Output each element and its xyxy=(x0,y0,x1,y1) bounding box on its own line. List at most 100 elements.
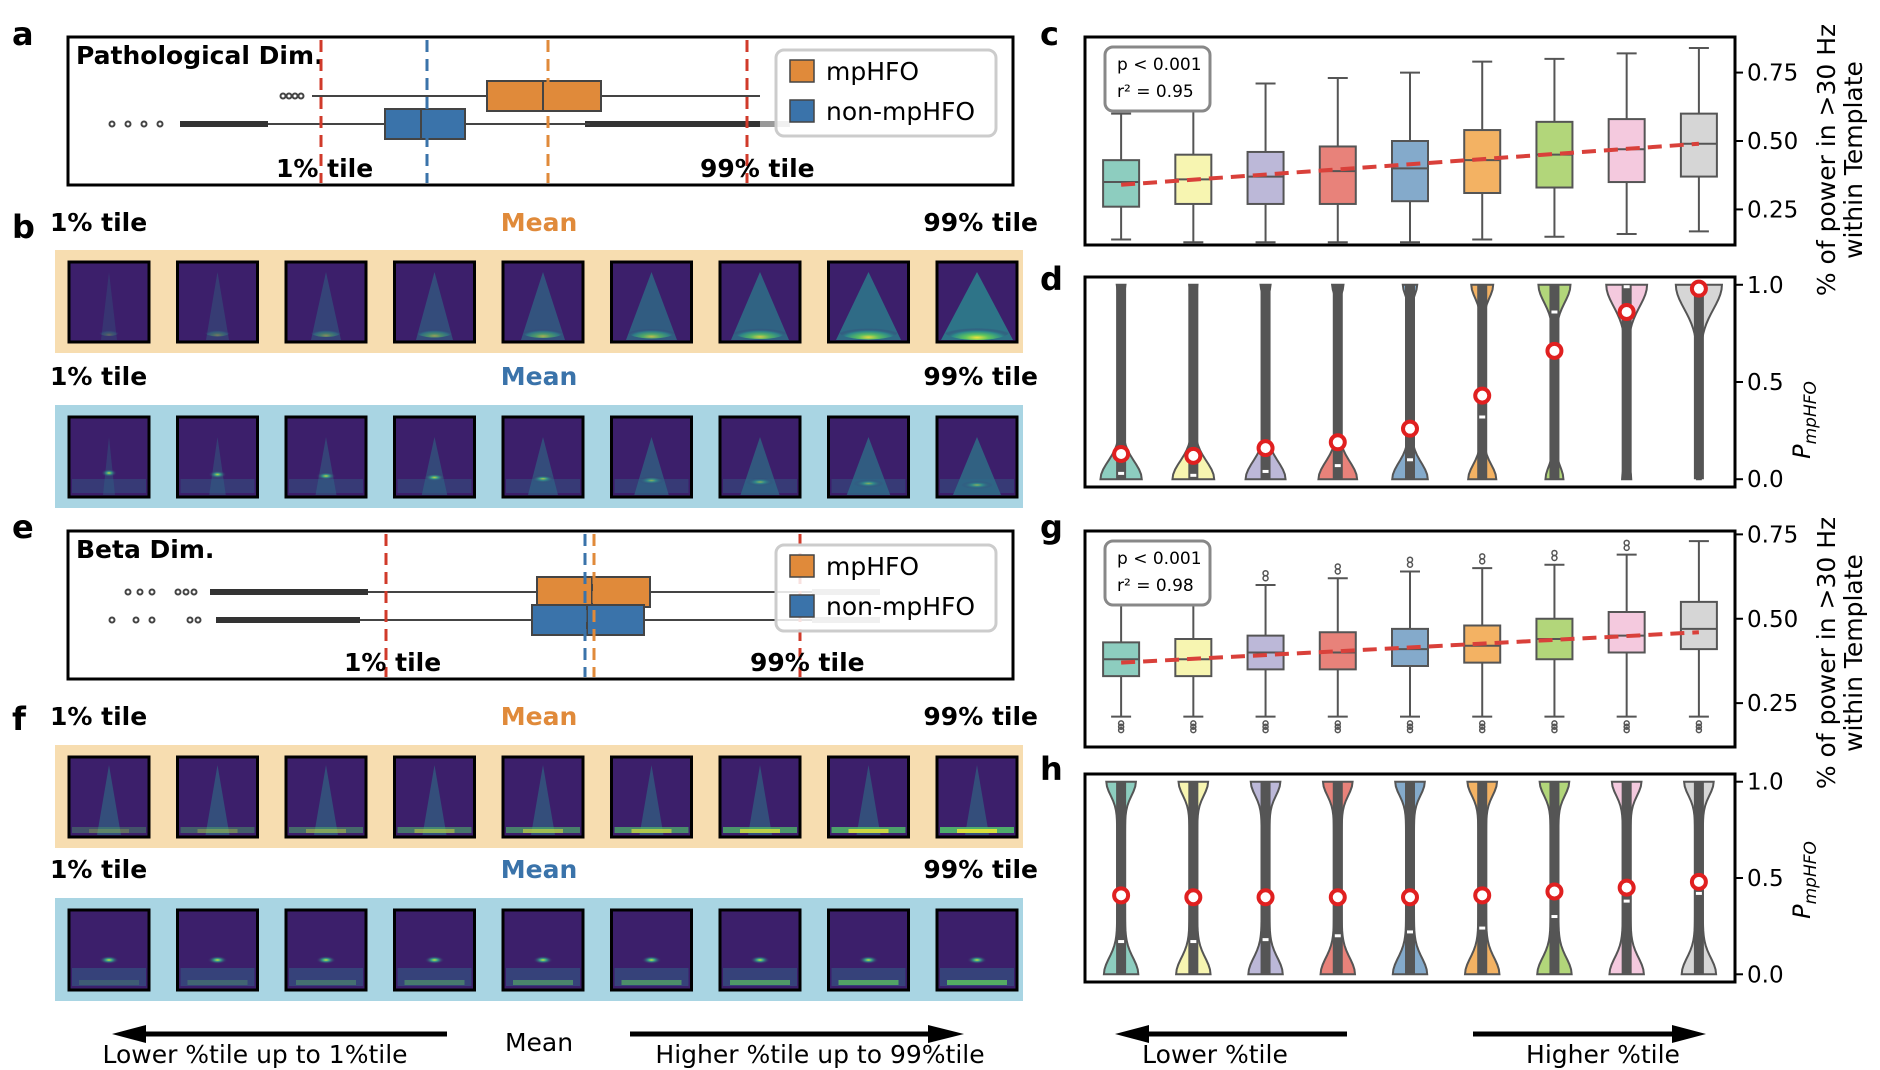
legend-swatch-non-mphfo xyxy=(789,99,815,123)
panel-h-ylabel-sub: mpHFO xyxy=(1801,841,1821,904)
spectrogram-blob xyxy=(961,481,993,489)
spectrogram-band xyxy=(414,829,455,833)
spectrogram-bg xyxy=(501,908,585,992)
bottom-right-higher-label: Higher %tile xyxy=(1526,1040,1680,1069)
spectrogram-cone xyxy=(846,437,891,495)
spectrogram-cone xyxy=(748,765,772,835)
panel-d-violin-4 xyxy=(1317,283,1359,481)
violin-mean-marker xyxy=(1545,882,1564,901)
spectrogram-tile xyxy=(501,908,585,992)
panel-c-stats-box: p < 0.001 r² = 0.95 xyxy=(1103,45,1212,113)
spectrogram-bg xyxy=(718,908,802,992)
spectrogram-blob xyxy=(316,956,336,964)
outlier xyxy=(1623,723,1630,730)
panel-g-ylabel-line1: % of power in >30 Hz xyxy=(1812,517,1841,789)
spectrogram-tile xyxy=(610,908,693,992)
spectrogram-tile xyxy=(176,755,259,839)
panel-label-a: a xyxy=(12,15,34,53)
iqr-box xyxy=(1679,600,1718,651)
legend-swatch-mphfo xyxy=(789,59,815,83)
outlier xyxy=(1117,723,1125,730)
spectrogram-cone xyxy=(941,272,1013,340)
spectrogram-tile xyxy=(718,908,802,992)
spectrogram-band xyxy=(957,829,997,833)
violin-mean-marker xyxy=(1401,888,1419,907)
outlier xyxy=(1695,726,1703,734)
legend-label-non-mphfo: non-mpHFO xyxy=(826,97,975,126)
bottom-left-higher-label: Higher %tile up to 99%tile xyxy=(655,1040,984,1069)
outlier xyxy=(1117,726,1125,734)
bottom-right-lower-label: Lower %tile xyxy=(1142,1040,1288,1069)
spectrogram-blob xyxy=(967,956,987,964)
panel-h-violin-3 xyxy=(1247,780,1284,976)
bottom-right-axis: Lower %tile Higher %tile xyxy=(1115,1025,1706,1069)
violin-mean-marker xyxy=(1184,446,1203,465)
outlier xyxy=(1334,720,1342,727)
outlier xyxy=(1190,720,1197,727)
spectrogram-blob xyxy=(424,956,445,964)
outlier xyxy=(1406,556,1414,563)
iqr-box xyxy=(1318,145,1357,205)
panel-c-box-3 xyxy=(1246,82,1285,244)
spectrogram-band xyxy=(940,479,1014,493)
spectrogram-blob xyxy=(208,470,227,479)
spectrogram-cone xyxy=(836,272,901,340)
outlier xyxy=(1478,726,1486,734)
spectrogram-tile xyxy=(718,755,802,839)
spectrogram-cone xyxy=(206,272,229,340)
violin-mean-marker xyxy=(1112,886,1131,905)
spectrogram-tile xyxy=(718,260,802,344)
panel-h-violin-7 xyxy=(1536,780,1573,976)
spectrogram-cone xyxy=(639,765,664,835)
spectrogram-cone xyxy=(97,765,121,835)
panel-d-ylabel-sub: mpHFO xyxy=(1801,381,1821,444)
panel-d-ylabel-main: P xyxy=(1788,444,1816,459)
spectrogram-band xyxy=(838,980,899,985)
panel-h-ytick-label: 0.5 xyxy=(1747,866,1784,892)
outlier xyxy=(1551,549,1558,557)
spectrogram-tile xyxy=(284,260,368,344)
spectrogram-bg xyxy=(501,415,585,499)
spectrogram-tile xyxy=(67,260,151,344)
panel-c-ylabel-line1: % of power in >30 Hz xyxy=(1812,24,1841,296)
arrow-right-icon xyxy=(1672,1025,1706,1043)
spectrogram-bg xyxy=(610,908,693,992)
strip-b-mphfo xyxy=(55,250,1023,353)
panel-d-violin-3 xyxy=(1244,283,1287,481)
strip-f2-right-label: 99% tile xyxy=(923,855,1038,884)
arrow-left-icon xyxy=(1115,1025,1149,1043)
iqr-box xyxy=(1463,129,1502,194)
outlier xyxy=(1695,723,1703,730)
panel-d-violin-6 xyxy=(1467,283,1498,481)
panel-g-stat-r2: r² = 0.98 xyxy=(1117,576,1194,596)
panel-e-99pct-label: 99% tile xyxy=(750,648,865,677)
panel-label-g: g xyxy=(1040,508,1063,546)
spectrogram-blob xyxy=(641,956,662,964)
strip-b1-right-label: 99% tile xyxy=(923,208,1038,237)
spectrogram-blob xyxy=(853,479,884,488)
panel-g-boxplot: p < 0.001 r² = 0.98 0.25 0.50 0.75 xyxy=(1083,522,1798,749)
panel-d-violin-9 xyxy=(1674,279,1724,481)
panel-g-box-8 xyxy=(1607,539,1646,734)
spectrogram-tile xyxy=(501,755,585,839)
stats-frame xyxy=(1103,539,1212,607)
spectrogram-band xyxy=(289,968,363,986)
strip-b2-center-label: Mean xyxy=(501,362,578,391)
strip-b1-center-label: Mean xyxy=(501,208,578,237)
panel-h-ylabel: PmpHFO xyxy=(1788,841,1821,919)
spectrogram-blob xyxy=(316,472,336,480)
outlier xyxy=(1695,720,1703,727)
panel-d-violin-2 xyxy=(1171,283,1216,481)
iqr-box xyxy=(1246,150,1285,205)
panel-e-1pct-label: 1% tile xyxy=(344,648,441,677)
spectrogram-blob xyxy=(99,956,119,964)
panel-d-ytick-label: 1.0 xyxy=(1747,273,1784,299)
spectrogram-tile xyxy=(827,260,910,344)
panel-h-violin: 0.0 0.5 1.0 xyxy=(1083,770,1784,988)
outlier xyxy=(1334,563,1342,570)
spectrogram-band xyxy=(723,479,797,493)
panel-c-box-5 xyxy=(1391,71,1429,244)
strip-f1-center-label: Mean xyxy=(501,702,578,731)
spectrogram-blob xyxy=(99,328,119,336)
strip-f-non-mphfo xyxy=(55,898,1023,1001)
